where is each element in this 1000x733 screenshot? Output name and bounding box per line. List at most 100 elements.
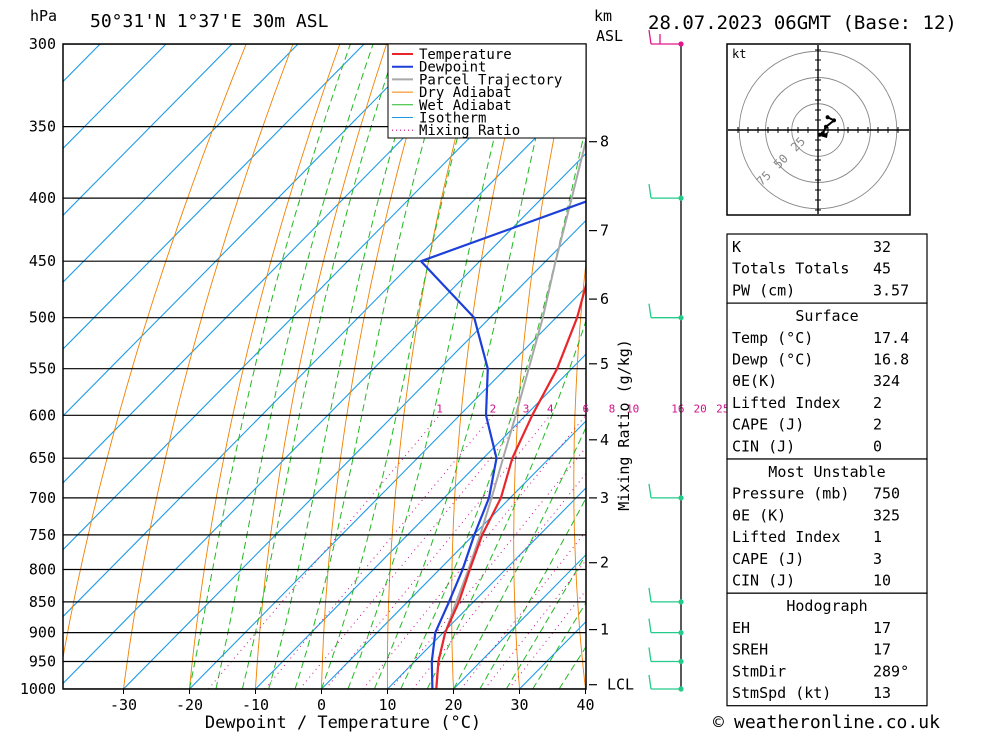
- legend-label: Wet Adiabat: [419, 98, 512, 114]
- dry-adiabat-line: [189, 44, 341, 689]
- x-tick-label: 20: [444, 696, 462, 714]
- hodograph-point: [825, 115, 830, 120]
- mixing-ratio-label: 3: [523, 402, 530, 415]
- index-value: 324: [873, 372, 900, 390]
- pressure-tick-label: 650: [29, 449, 56, 467]
- pressure-tick-label: 600: [29, 406, 56, 424]
- index-value: 45: [873, 260, 891, 278]
- pressure-tick-label: 750: [29, 526, 56, 544]
- index-label: SREH: [732, 641, 768, 659]
- hodograph-indices: Hodograph EH 17 SREH 17 StmDir 289° StmSpd (kt)…: [726, 592, 928, 707]
- index-label: PW (cm): [732, 281, 795, 299]
- index-value: 32: [873, 238, 891, 256]
- mixing-ratio-label: 1: [436, 402, 443, 415]
- mixing-ratio-line: [264, 414, 494, 689]
- isotherm-line: [63, 152, 586, 685]
- mixing-ratio-label: 4: [547, 402, 554, 415]
- isotherm-line: [63, 44, 365, 350]
- height-axis: 8 7 6 5 4 3 2 1 LCL: [589, 133, 634, 694]
- height-tick-label: 7: [600, 222, 609, 240]
- index-label: Totals Totals: [732, 260, 849, 278]
- wind-barb: [648, 674, 681, 690]
- wind-barb: [648, 303, 681, 319]
- mixing-ratio-line: [412, 472, 586, 689]
- index-label: StmSpd (kt): [732, 684, 831, 702]
- wet-adiabat-line: [321, 44, 483, 689]
- index-value: 1: [873, 528, 882, 546]
- legend-label: Mixing Ratio: [419, 123, 520, 139]
- pressure-tick-label: 850: [29, 593, 56, 611]
- index-value: 0: [873, 437, 882, 455]
- dry-adiabat-line: [688, 44, 717, 689]
- dry-adiabat-line: [573, 258, 586, 689]
- isotherm-line: [387, 487, 586, 689]
- hodograph-indices-frame: [726, 592, 928, 707]
- index-label: Lifted Index: [732, 528, 840, 546]
- legend-box: [387, 43, 587, 139]
- index-label: CIN (J): [732, 572, 795, 590]
- wet-adiabat-line: [268, 44, 424, 689]
- dry-adiabat-line: [995, 44, 1000, 689]
- mixing-ratio-labels: 1 2 3 4 6 8 10 16 20 25: [436, 402, 729, 415]
- index-value: 2: [873, 416, 882, 434]
- index-value: 3: [873, 550, 882, 568]
- isotherm-line: [63, 44, 233, 217]
- index-value: 17: [873, 619, 891, 637]
- dry-adiabat-line: [513, 44, 575, 689]
- copyright-symbol: ©: [713, 712, 724, 733]
- legend-label: Dewpoint: [419, 60, 486, 76]
- most-unstable-indices-frame: [726, 458, 928, 594]
- isotherm-line: [63, 44, 167, 150]
- wind-barb: [648, 29, 681, 45]
- height-tick-label: 1: [600, 621, 609, 639]
- mixing-ratio-line: [299, 414, 527, 689]
- wind-barb-flag: [648, 674, 652, 690]
- isotherm-line: [63, 44, 497, 484]
- index-value: 16.8: [873, 351, 909, 369]
- index-value: 325: [873, 506, 900, 524]
- surface-indices: Surface Temp (°C) 17.4 Dewp (°C) 16.8 θE(K) 32…: [726, 302, 928, 460]
- index-label: θE(K): [732, 372, 777, 390]
- pressure-tick-label: 700: [29, 489, 56, 507]
- x-axis-title: Dewpoint / Temperature (°C): [205, 713, 481, 733]
- mixing-ratio-label: 2: [490, 402, 497, 415]
- wind-barb-flag: [648, 647, 652, 662]
- mixing-ratio-label: 6: [582, 402, 589, 415]
- mixing-ratio-axis-title: Mixing Ratio (g/kg): [615, 339, 633, 511]
- asl-unit-label: ASL: [596, 27, 623, 45]
- legend-label: Dry Adiabat: [419, 85, 512, 101]
- pressure-tick-label: 350: [29, 118, 56, 136]
- plot-frame: [62, 43, 587, 690]
- wet-adiabat-line: [532, 601, 586, 689]
- mixing-ratio-line: [390, 446, 586, 689]
- x-tick-label: 10: [378, 696, 396, 714]
- height-tick-label: 6: [600, 290, 609, 308]
- dry-adiabat-line: [947, 44, 1000, 689]
- height-tick-label: 8: [600, 133, 609, 151]
- height-tick-label: 2: [600, 554, 609, 572]
- dry-adiabat-line: [63, 44, 247, 660]
- plot-area: [63, 44, 1000, 689]
- pressure-tick-label: 500: [29, 309, 56, 327]
- height-tick-label: LCL: [607, 676, 634, 694]
- index-value: 289°: [873, 662, 909, 680]
- index-label: Lifted Index: [732, 394, 840, 412]
- mixing-ratio-label: 8: [609, 402, 616, 415]
- height-tick-label: 5: [600, 355, 609, 373]
- isotherm-line: [255, 353, 586, 689]
- wind-barb: [648, 647, 681, 663]
- wind-barb-flag: [648, 587, 652, 602]
- index-value: 750: [873, 485, 900, 503]
- isotherm-line: [123, 219, 586, 689]
- temperature-line: [435, 281, 586, 689]
- surface-indices-title: Surface: [795, 307, 858, 325]
- isotherm-line: [63, 44, 299, 283]
- most-unstable-indices-title: Most Unstable: [768, 463, 885, 481]
- storm-motion-marker: [820, 132, 828, 138]
- isobar-lines: [63, 44, 586, 689]
- isotherm-line: [453, 553, 586, 689]
- mixing-ratio-label: 10: [626, 402, 639, 415]
